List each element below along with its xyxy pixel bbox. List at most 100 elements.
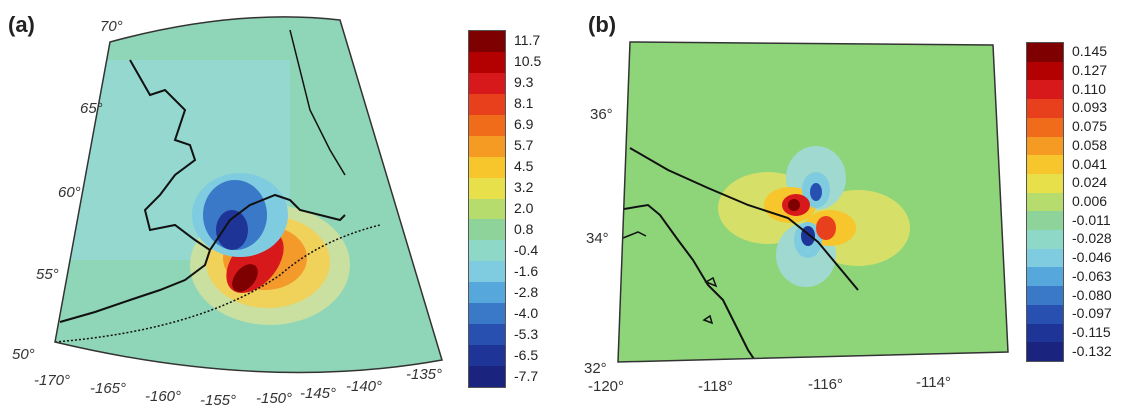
colorbar-segment	[1027, 136, 1063, 156]
colorbar-b	[1026, 42, 1064, 362]
lat-label-36: 36°	[590, 106, 613, 123]
panel-a: (a) 70° 65° 60° 55° 50° -170	[0, 0, 560, 409]
colorbar-tick-label: -6.5	[514, 346, 539, 363]
border-a	[289, 29, 346, 176]
field-b-peak	[788, 199, 800, 211]
colorbar-tick-label: 5.7	[514, 137, 534, 154]
colorbar-segment	[469, 219, 505, 241]
colorbar-segment	[1027, 155, 1063, 174]
colorbar-tick-label: 4.5	[514, 158, 534, 175]
colorbar-tick-label: -0.046	[1072, 249, 1112, 266]
colorbar-tick-label: 11.7	[514, 32, 541, 49]
lon-label-118: -118°	[698, 378, 733, 395]
lon-label-140: -140°	[346, 378, 383, 395]
colorbar-tick-label: -4.0	[514, 304, 539, 321]
fault-trace-b	[629, 147, 859, 291]
colorbar-segment	[469, 240, 505, 262]
field-b-top-core	[810, 183, 822, 201]
lon-label-150: -150°	[256, 390, 293, 407]
colorbar-tick-label: 0.145	[1072, 43, 1108, 60]
coastline-a	[59, 59, 346, 323]
colorbar-segment	[1027, 267, 1063, 287]
colorbar-tick-label: -0.115	[1072, 323, 1111, 340]
colorbar-segment	[469, 198, 505, 220]
lat-label-55: 55°	[36, 266, 59, 283]
trench-a	[55, 224, 381, 343]
colorbar-segment	[1027, 211, 1063, 231]
panel-b: (b)	[568, 0, 1135, 401]
colorbar-tick-label: 0.8	[514, 220, 534, 237]
lon-label-114: -114°	[916, 374, 951, 391]
colorbar-segment	[469, 324, 505, 346]
colorbar-segment	[1027, 323, 1063, 343]
colorbar-segment	[1027, 117, 1063, 137]
colorbar-tick-label: 0.075	[1072, 118, 1108, 135]
colorbar-tick-label: -1.6	[514, 262, 539, 279]
colorbar-segment	[469, 261, 505, 283]
lon-label-120: -120°	[588, 378, 625, 395]
colorbar-segment	[1027, 304, 1063, 324]
colorbar-tick-label: 6.9	[514, 116, 534, 133]
colorbar-tick-label: -7.7	[514, 367, 539, 384]
lon-label-135: -135°	[406, 366, 443, 383]
colorbar-tick-label: -0.132	[1072, 342, 1112, 359]
colorbar-segment	[1027, 61, 1063, 81]
lat-label-70: 70°	[100, 18, 123, 35]
island-b-2	[704, 276, 718, 288]
island-b-3	[702, 314, 714, 325]
colorbar-tick-label: -0.4	[514, 241, 539, 258]
field-b-right-core	[816, 216, 836, 240]
colorbar-segment	[469, 31, 505, 52]
colorbar-tick-label: 0.093	[1072, 99, 1108, 116]
colorbar-segment	[1027, 43, 1063, 62]
colorbar-a-ticks: 11.7 10.5 9.3 8.1 6.9 5.7 4.5 3.2 2.0 0.8 -0.4 -1.6…	[514, 30, 560, 386]
colorbar-segment	[469, 345, 505, 366]
colorbar-segment	[1027, 173, 1063, 193]
lon-label-165: -165°	[90, 380, 127, 397]
colorbar-tick-label: 3.2	[514, 179, 534, 196]
colorbar-b-ticks: 0.145 0.127 0.110 0.093 0.075 0.058 0.041 0.024…	[1072, 42, 1132, 360]
colorbar-segment	[1027, 286, 1063, 305]
colorbar-segment	[469, 177, 505, 199]
colorbar-tick-label: 0.058	[1072, 136, 1108, 153]
colorbar-segment	[1027, 99, 1063, 118]
map-b-frame	[617, 41, 1009, 363]
colorbar-segment	[1027, 192, 1063, 212]
colorbar-tick-label: -0.080	[1072, 286, 1112, 303]
colorbar-segment	[1027, 230, 1063, 249]
colorbar-tick-label: 0.006	[1072, 193, 1108, 209]
map-a	[54, 16, 443, 374]
island-b-1	[622, 231, 647, 239]
map-b	[617, 41, 1009, 363]
lon-label-145: -145°	[300, 385, 337, 402]
colorbar-segment	[1027, 80, 1063, 100]
lat-label-65: 65°	[80, 100, 103, 117]
colorbar-a	[468, 30, 506, 388]
colorbar-tick-label: 0.110	[1072, 80, 1106, 97]
map-a-frame	[54, 16, 443, 374]
colorbar-segment	[469, 282, 505, 304]
colorbar-tick-label: 9.3	[514, 74, 534, 91]
lon-label-116: -116°	[808, 376, 843, 393]
colorbar-segment	[469, 51, 505, 73]
colorbar-tick-label: 2.0	[514, 200, 534, 216]
lon-label-170: -170°	[34, 372, 71, 389]
field-a-trough	[216, 210, 248, 250]
colorbar-segment	[469, 135, 505, 157]
field-a-peak	[232, 264, 258, 292]
colorbar-tick-label: 0.127	[1072, 62, 1108, 79]
lat-label-60: 60°	[58, 184, 81, 201]
colorbar-tick-label: 0.024	[1072, 174, 1108, 191]
panel-label-b: (b)	[588, 12, 617, 37]
colorbar-tick-label: -2.8	[514, 283, 539, 300]
colorbar-segment	[469, 303, 505, 325]
colorbar-segment	[469, 114, 505, 136]
colorbar-segment	[1027, 248, 1063, 268]
colorbar-tick-label: 10.5	[514, 53, 542, 70]
colorbar-tick-label: -0.028	[1072, 230, 1112, 247]
colorbar-tick-label: 0.041	[1072, 155, 1108, 172]
colorbar-segment	[469, 72, 505, 94]
colorbar-segment	[469, 156, 505, 178]
colorbar-tick-label: -0.097	[1072, 305, 1112, 322]
colorbar-tick-label: 8.1	[514, 95, 534, 112]
